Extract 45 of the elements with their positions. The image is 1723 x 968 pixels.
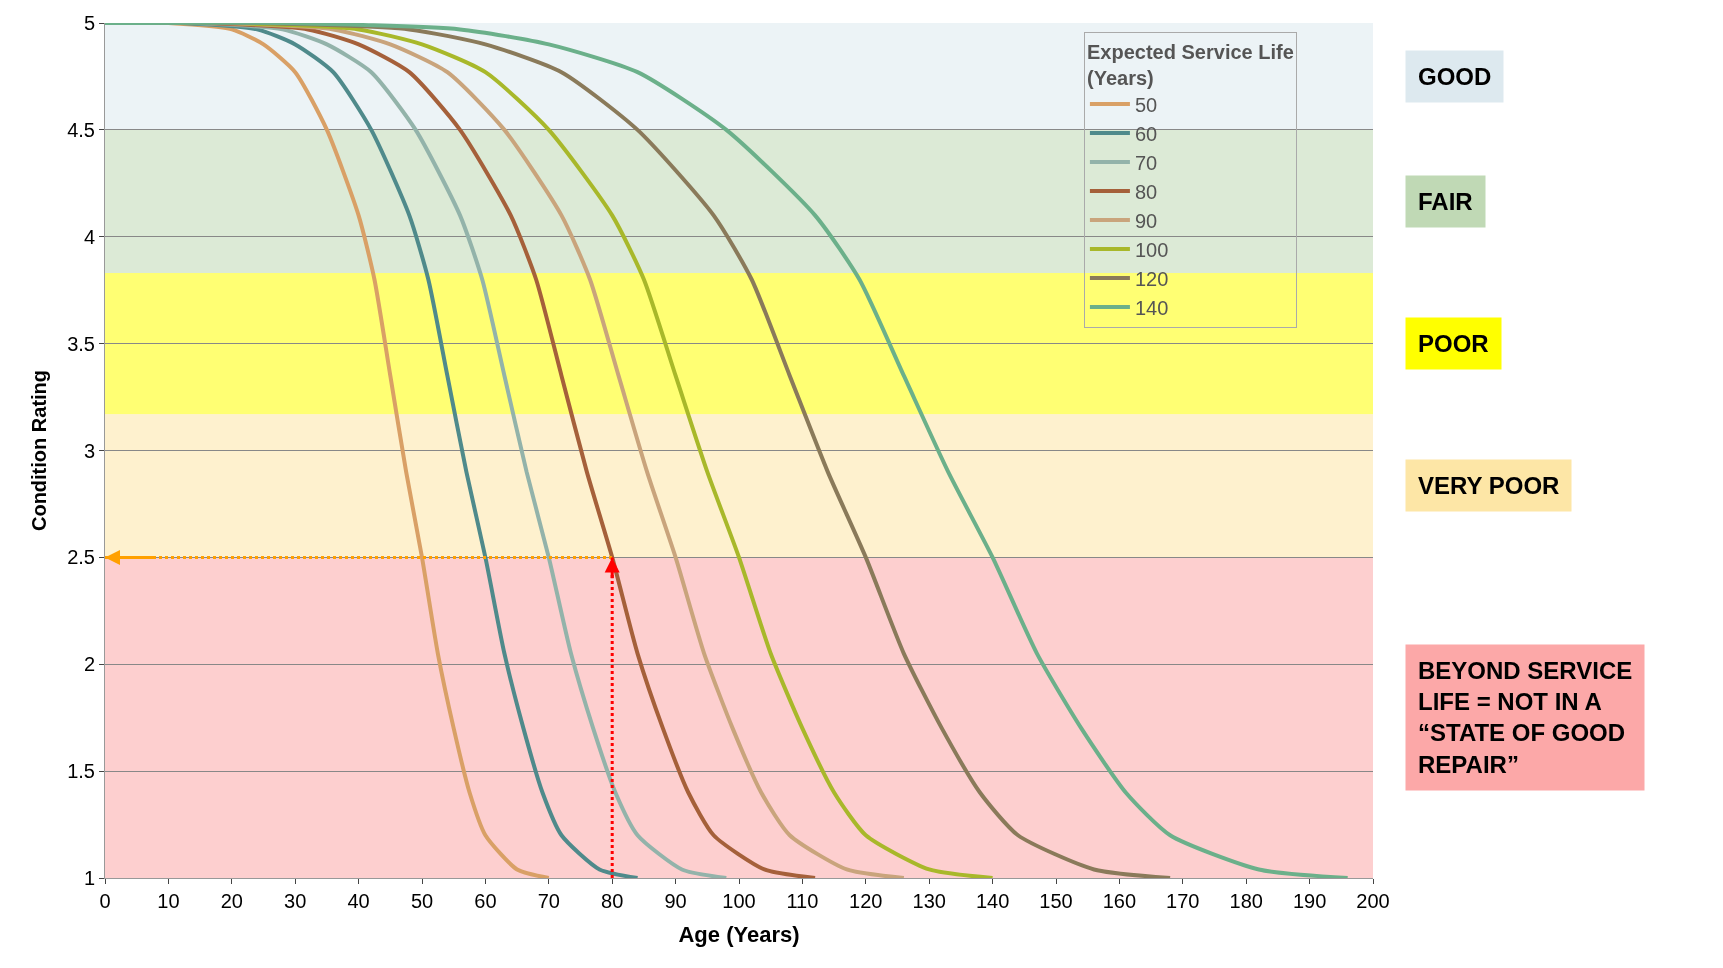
legend-label: 90	[1134, 209, 1158, 232]
y-tick-label: 3	[83, 439, 95, 462]
band-label: BEYOND SERVICE LIFE = NOT IN A “STATE OF GOOD REPAIR”	[1418, 657, 1633, 778]
y-tick-label: 4.5	[67, 118, 95, 141]
band-label: FAIR	[1418, 188, 1473, 215]
y-tick-label: 4	[83, 225, 95, 248]
x-tick-label: 150	[1039, 890, 1073, 912]
band-label: VERY POOR	[1418, 472, 1560, 499]
x-tick-label: 0	[99, 890, 111, 912]
x-tick-label: 90	[664, 890, 687, 912]
y-tick-label: 1	[83, 867, 95, 889]
x-tick-label: 60	[474, 890, 497, 912]
y-tick-label: 2	[83, 653, 95, 676]
x-tick-label: 80	[601, 890, 624, 912]
x-tick-label: 50	[410, 890, 434, 912]
band-label: GOOD	[1418, 63, 1492, 90]
y-tick-label: 3.5	[67, 332, 95, 355]
legend-label: 140	[1134, 296, 1169, 319]
x-tick-label: 20	[220, 890, 243, 912]
x-tick-label: 70	[537, 890, 560, 912]
band-label: POOR	[1418, 330, 1489, 357]
x-tick-label: 140	[975, 890, 1010, 912]
x-tick-label: 170	[1166, 890, 1200, 912]
x-tick-label: 160	[1102, 890, 1137, 912]
legend-label: 70	[1134, 151, 1158, 174]
x-tick-label: 30	[284, 890, 307, 912]
x-tick-label: 10	[157, 890, 180, 912]
x-tick-label: 130	[912, 890, 946, 912]
y-tick-label: 1.5	[67, 760, 95, 783]
y-axis-title: Condition Rating	[27, 369, 50, 532]
x-axis-title: Age (Years)	[678, 921, 800, 947]
x-tick-label: 40	[347, 890, 370, 912]
legend-label: 80	[1134, 180, 1158, 203]
x-tick-label: 200	[1356, 890, 1390, 912]
y-tick-label: 5	[83, 12, 95, 34]
legend-title: Expected Service Life (Years)	[1087, 40, 1294, 89]
y-tick-label: 2.5	[67, 546, 95, 569]
x-tick-label: 100	[722, 890, 756, 912]
legend-label: 120	[1134, 267, 1169, 290]
x-tick-label: 110	[786, 890, 819, 912]
x-tick-label: 190	[1292, 890, 1327, 912]
legend-label: 50	[1134, 93, 1158, 116]
x-tick-label: 180	[1229, 890, 1263, 912]
legend-label: 100	[1134, 238, 1169, 261]
x-tick-label: 120	[849, 890, 883, 912]
